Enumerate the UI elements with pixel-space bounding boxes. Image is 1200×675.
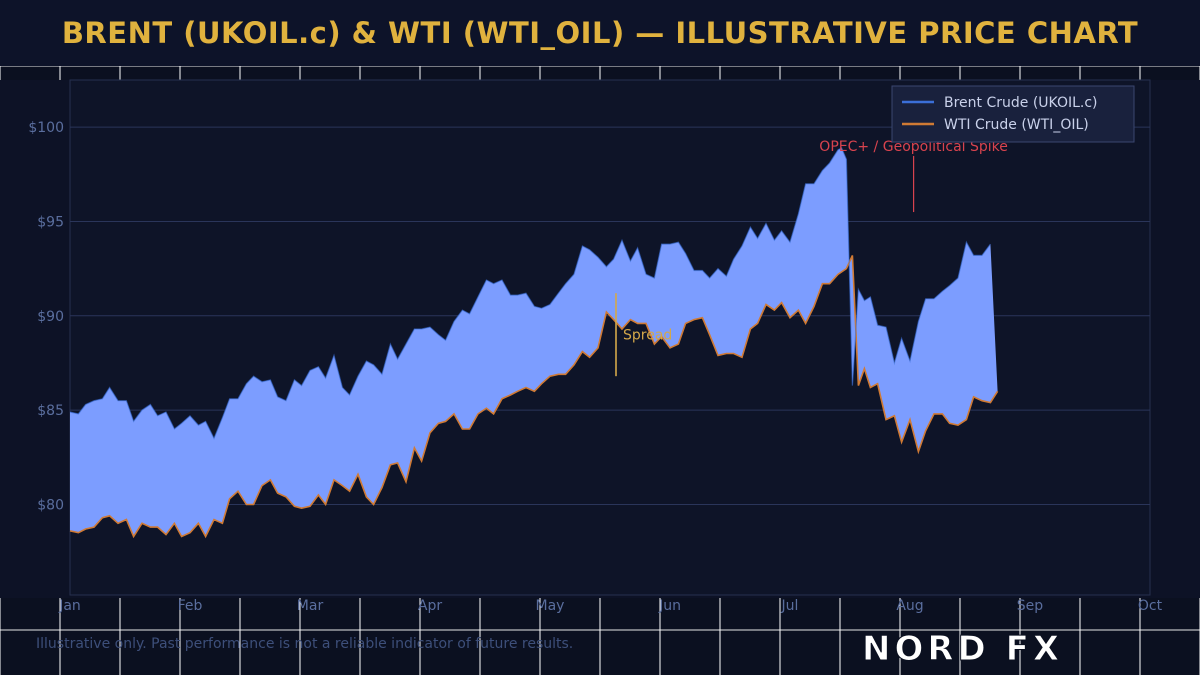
logo-wordmark: NORD FX	[862, 630, 1063, 664]
legend-label: WTI Crude (WTI_OIL)	[944, 117, 1089, 133]
x-tick-label: Sep	[1017, 598, 1044, 614]
spread-label: Spread	[623, 328, 672, 344]
x-tick-label: Jun	[658, 598, 681, 614]
legend-label: Brent Crude (UKOIL.c)	[944, 95, 1098, 111]
y-tick-label: $85	[37, 403, 64, 419]
spread-band	[70, 147, 998, 537]
x-tick-label: Apr	[418, 598, 442, 614]
x-tick-label: Jan	[58, 598, 81, 614]
chart-title: BRENT (UKOIL.c) & WTI (WTI_OIL) — ILLUST…	[61, 16, 1139, 50]
spike-annotation: OPEC+ / Geopolitical Spike	[819, 139, 1008, 155]
x-tick-label: May	[536, 598, 565, 614]
x-tick-label: Oct	[1138, 598, 1163, 614]
brent-series-line	[69, 147, 991, 440]
x-tick-label: Jul	[781, 598, 799, 614]
y-tick-label: $90	[37, 309, 64, 325]
y-tick-label: $80	[37, 497, 64, 513]
x-tick-label: Mar	[297, 598, 324, 614]
x-tick-label: Aug	[896, 598, 923, 614]
x-tick-label: Feb	[178, 598, 203, 614]
brand-logo: NORD FX	[862, 630, 1063, 664]
legend-box	[891, 85, 1135, 143]
y-tick-label: $100	[28, 120, 64, 136]
disclaimer-text: Illustrative only. Past performance is n…	[36, 636, 574, 652]
y-tick-label: $95	[37, 214, 64, 230]
title-bar: BRENT (UKOIL.c) & WTI (WTI_OIL) — ILLUST…	[0, 0, 1200, 66]
